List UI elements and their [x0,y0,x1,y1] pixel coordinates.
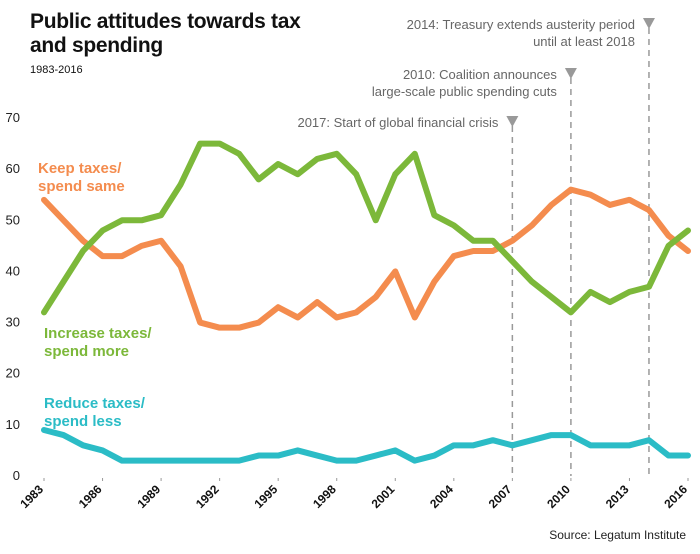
x-tick-label: 2010 [544,482,573,511]
x-tick-label: 2007 [486,482,515,511]
x-tick-label: 1992 [193,482,222,511]
annotation-text: 2010: Coalition announces large-scale pu… [371,67,557,99]
y-tick-label: 20 [6,366,20,381]
series-label: Reduce taxes/ spend less [44,395,145,430]
annotation-marker [564,68,577,79]
x-tick-label: 2016 [661,482,690,511]
series-line [41,140,691,316]
series-label: Keep taxes/ spend same [38,160,125,195]
series-label: Increase taxes/ spend more [44,325,152,360]
annotation-text: 2014: Treasury extends austerity period … [406,17,635,49]
x-tick-label: 1998 [310,482,339,511]
x-tick-label: 1983 [17,482,46,511]
y-tick-label: 50 [6,212,20,227]
x-tick-label: 2001 [369,482,398,511]
series-line [41,186,691,331]
x-tick-label: 1995 [252,482,281,511]
chart-title: Public attitudes towards tax and spendin… [30,10,301,57]
source: Source: Legatum Institute [549,528,686,542]
x-tick-label: 2013 [603,482,632,511]
y-tick-label: 10 [6,417,20,432]
y-tick-label: 60 [6,161,20,176]
y-tick-label: 70 [6,110,20,125]
y-tick-label: 40 [6,263,20,278]
y-tick-label: 30 [6,315,20,330]
annotation-marker [506,116,519,127]
x-tick-label: 1989 [134,482,163,511]
annotation-text: 2017: Start of global financial crisis [297,115,499,130]
annotation-marker [642,18,655,29]
series-line [41,426,691,464]
chart-subtitle: 1983-2016 [30,64,83,76]
x-tick-label: 2004 [427,482,456,511]
x-tick-label: 1986 [76,482,105,511]
y-tick-label: 0 [13,468,20,483]
